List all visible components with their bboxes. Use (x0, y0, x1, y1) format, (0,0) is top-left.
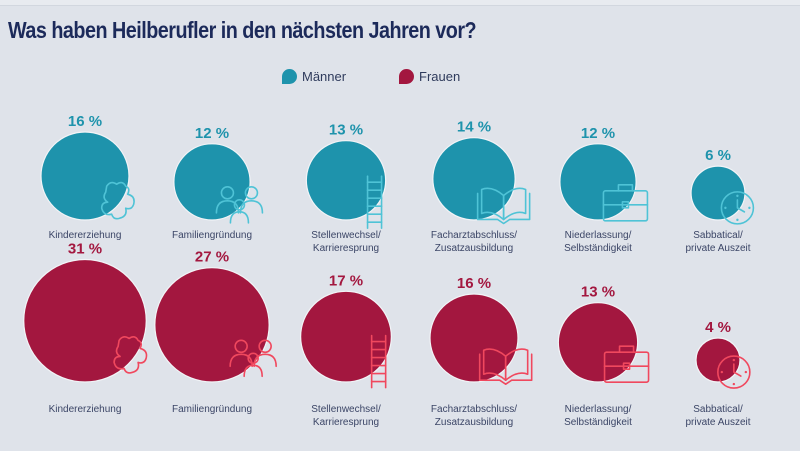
value-label-frauen-4: 13 % (581, 284, 615, 301)
bubble-group-frauen-0: 31 % Kindererziehung (23, 241, 148, 415)
bubble-frauen-4 (557, 302, 639, 383)
bubble-group-maenner-4: 12 % Niederlassung/Selbständigkeit (559, 125, 649, 254)
family-icon (229, 339, 277, 378)
category-label-frauen-2: Karrieresprung (313, 417, 379, 428)
bubble-maenner-5 (690, 165, 746, 221)
book-icon (476, 187, 531, 225)
ladder-icon (366, 175, 383, 229)
category-label-frauen-0: Kindererziehung (49, 404, 122, 415)
category-label-maenner-4: Niederlassung/ (565, 230, 632, 241)
value-label-maenner-4: 12 % (581, 125, 615, 142)
category-label-frauen-3: Zusatzausbildung (435, 417, 513, 428)
category-label-maenner-2: Stellenwechsel/ (311, 230, 381, 241)
bubble-group-maenner-0: 16 % Kindererziehung (40, 113, 135, 241)
bubble-frauen-0 (23, 258, 147, 383)
bubble-maenner-3 (432, 137, 516, 221)
category-label-maenner-4: Selbständigkeit (564, 243, 632, 254)
briefcase-icon (602, 184, 649, 222)
value-label-frauen-1: 27 % (195, 249, 229, 266)
category-label-frauen-1: Familiengründung (172, 404, 252, 415)
value-label-maenner-5: 6 % (705, 147, 731, 164)
bubble-group-frauen-5: 4 % Sabbatical/private Auszeit (685, 319, 750, 428)
category-label-maenner-3: Facharztabschluss/ (431, 230, 517, 241)
teddy-bear-icon (100, 181, 135, 220)
bubble-group-frauen-4: 13 % Niederlassung/Selbständigkeit (557, 284, 650, 428)
category-label-maenner-3: Zusatzausbildung (435, 243, 513, 254)
category-label-frauen-4: Selbständigkeit (564, 417, 632, 428)
teddy-bear-icon (113, 336, 148, 374)
value-label-frauen-2: 17 % (329, 272, 363, 289)
legend-marker-frauen (399, 69, 414, 84)
bubble-group-maenner-1: 12 % Familiengründung (172, 125, 264, 241)
clock-icon (717, 355, 751, 389)
bubble-group-frauen-1: 27 % Familiengründung (154, 249, 277, 415)
value-label-maenner-2: 13 % (329, 122, 363, 139)
value-label-maenner-1: 12 % (195, 125, 229, 142)
category-label-frauen-4: Niederlassung/ (565, 404, 632, 415)
value-label-frauen-0: 31 % (68, 241, 102, 258)
category-label-maenner-1: Familiengründung (172, 230, 252, 241)
value-label-frauen-3: 16 % (457, 275, 491, 292)
top-border (0, 0, 800, 6)
briefcase-icon (603, 345, 650, 383)
bubble-maenner-0 (40, 131, 130, 221)
category-label-frauen-3: Facharztabschluss/ (431, 404, 517, 415)
category-label-frauen-5: private Auszeit (685, 417, 750, 428)
category-label-maenner-2: Karrieresprung (313, 243, 379, 254)
bubble-maenner-4 (559, 143, 637, 221)
bubble-group-frauen-2: 17 % Stellenwechsel/Karrieresprung (300, 272, 392, 428)
legend-label-maenner: Männer (302, 69, 347, 84)
ladder-icon (370, 334, 387, 389)
clock-icon (720, 191, 755, 225)
bubble-group-frauen-3: 16 % Facharztabschluss/Zusatzausbildung (429, 275, 533, 428)
category-label-frauen-5: Sabbatical/ (693, 404, 743, 415)
bubble-group-maenner-2: 13 % Stellenwechsel/Karrieresprung (305, 122, 387, 254)
bubble-group-maenner-5: 6 % Sabbatical/private Auszeit (685, 147, 755, 254)
book-icon (478, 348, 533, 385)
legend-marker-maenner (282, 69, 297, 84)
value-label-maenner-0: 16 % (68, 113, 102, 130)
category-label-maenner-5: private Auszeit (685, 243, 750, 254)
bubble-frauen-3 (429, 293, 519, 383)
category-label-maenner-0: Kindererziehung (49, 230, 122, 241)
chart-title: Was haben Heilberufler in den nächsten J… (8, 17, 477, 43)
value-label-frauen-5: 4 % (705, 319, 731, 336)
bubble-frauen-2 (300, 290, 392, 383)
value-label-maenner-3: 14 % (457, 119, 491, 136)
bubble-frauen-1 (154, 267, 270, 383)
bubble-maenner-2 (305, 140, 387, 221)
legend-item-frauen: Frauen (399, 69, 460, 84)
category-label-frauen-2: Stellenwechsel/ (311, 404, 381, 415)
bubble-frauen-5 (695, 337, 741, 383)
category-label-maenner-5: Sabbatical/ (693, 230, 743, 241)
legend-item-maenner: Männer (282, 69, 346, 84)
legend-label-frauen: Frauen (419, 69, 461, 84)
bubble-group-maenner-3: 14 % Facharztabschluss/Zusatzausbildung (431, 119, 531, 254)
family-icon (215, 186, 264, 224)
